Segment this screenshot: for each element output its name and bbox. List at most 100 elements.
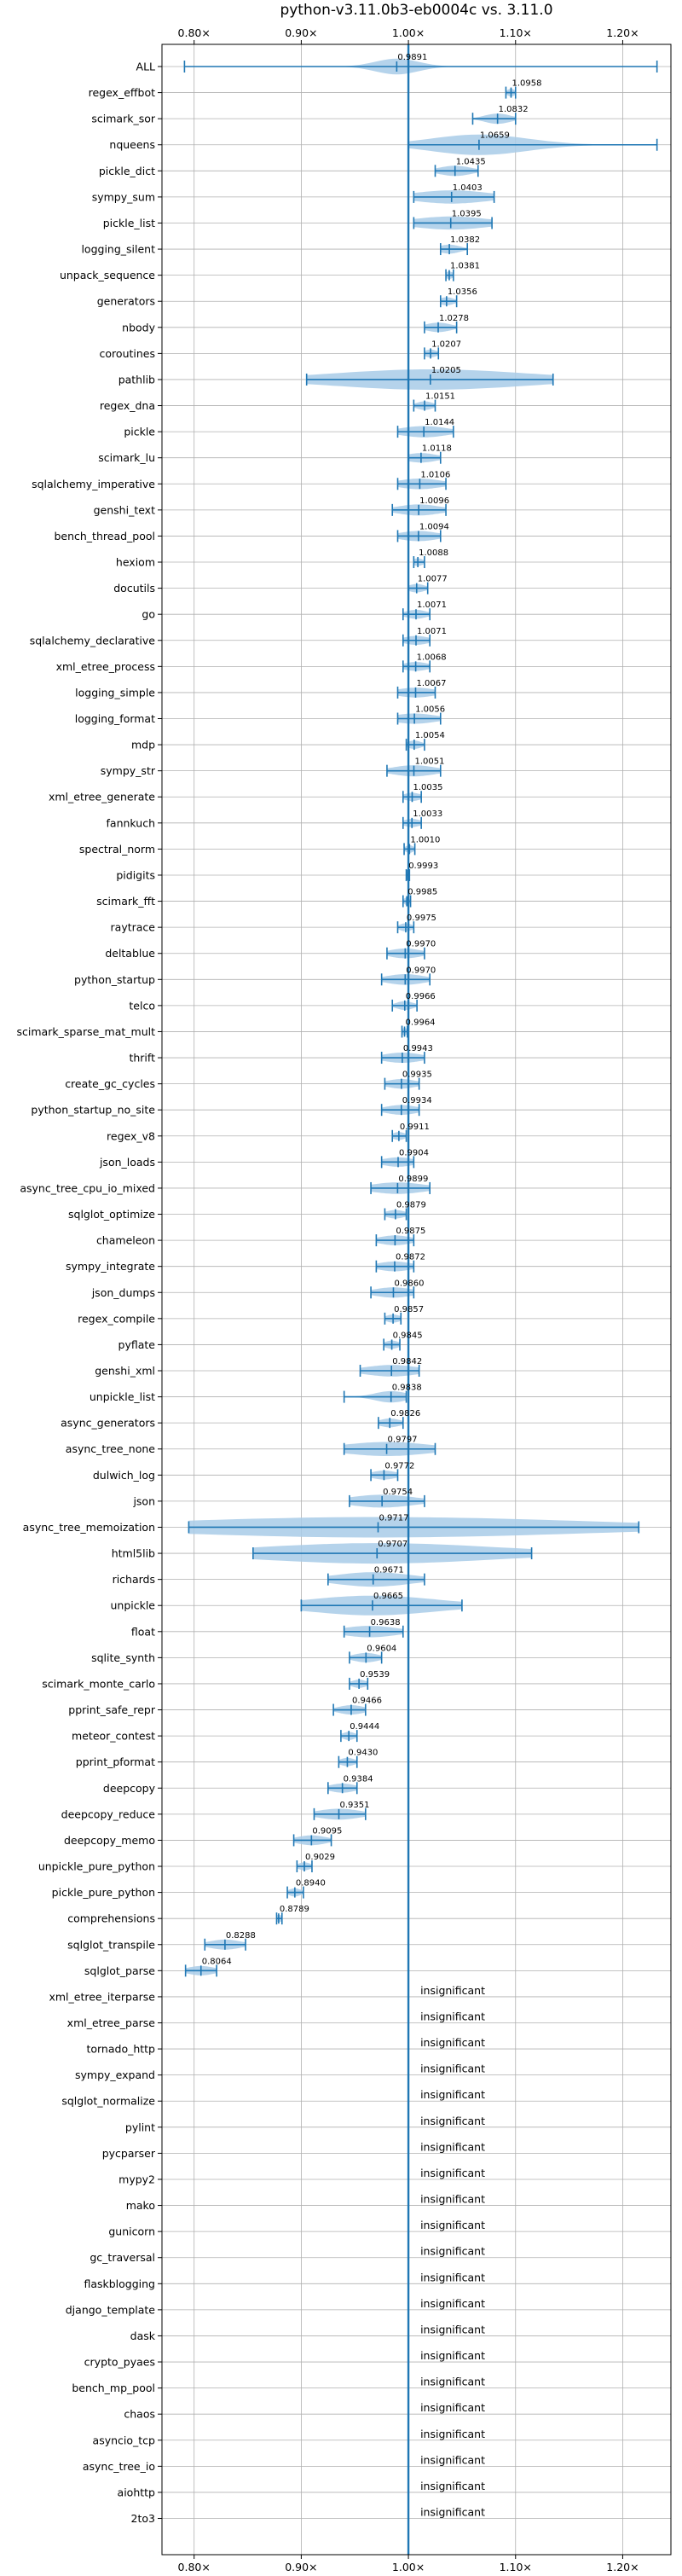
plot-frame bbox=[161, 44, 672, 2556]
value-label: 1.0144 bbox=[425, 418, 454, 427]
value-label: 1.0094 bbox=[419, 522, 449, 531]
value-label: 0.9539 bbox=[360, 1670, 390, 1680]
insignificant-label: insignificant bbox=[420, 2453, 485, 2466]
value-label: 0.8288 bbox=[226, 1931, 256, 1941]
value-label: 1.0381 bbox=[450, 262, 480, 271]
insignificant-label: insignificant bbox=[420, 2010, 485, 2023]
value-label: 0.9707 bbox=[378, 1540, 407, 1549]
value-label: 0.9638 bbox=[371, 1618, 401, 1627]
insignificant-label: insignificant bbox=[420, 2297, 485, 2310]
benchmark-label: async_tree_none bbox=[66, 1442, 156, 1455]
value-label: 0.9860 bbox=[394, 1279, 424, 1288]
benchmark-label: sqlglot_transpile bbox=[67, 1938, 155, 1951]
insignificant-label: insignificant bbox=[420, 2245, 485, 2258]
value-label: 0.9966 bbox=[406, 992, 436, 1001]
label-layer: 0.9891 1.0958 1.0832 1.0659 1.0435 1.0403 1.03… bbox=[202, 53, 542, 2519]
benchmark-label: coroutines bbox=[100, 347, 155, 360]
benchmark-label: unpickle_list bbox=[90, 1390, 155, 1403]
benchmark-label: hexiom bbox=[116, 556, 155, 569]
benchmark-label: pidigits bbox=[116, 868, 155, 881]
insignificant-label: insignificant bbox=[420, 2088, 485, 2101]
benchmark-label: sympy_integrate bbox=[66, 1260, 155, 1273]
benchmark-label: pathlib bbox=[118, 373, 155, 386]
insignificant-label: insignificant bbox=[420, 2506, 485, 2519]
benchmark-label: pprint_safe_repr bbox=[68, 1703, 156, 1716]
benchmark-label: flaskblogging bbox=[84, 2277, 155, 2290]
insignificant-label: insignificant bbox=[420, 2167, 485, 2179]
value-label: 0.9985 bbox=[407, 888, 437, 897]
value-label: 1.0395 bbox=[452, 209, 482, 218]
benchmark-label: xml_etree_parse bbox=[67, 2016, 156, 2029]
value-label: 1.0077 bbox=[418, 575, 448, 584]
benchmark-label: json_loads bbox=[99, 1156, 155, 1169]
benchmark-label: richards bbox=[113, 1573, 155, 1586]
benchmark-label: deepcopy_memo bbox=[64, 1834, 155, 1847]
value-label: 0.9872 bbox=[396, 1253, 425, 1262]
benchmark-label: sqlglot_normalize bbox=[61, 2095, 155, 2108]
benchmark-label: async_tree_cpu_io_mixed bbox=[20, 1181, 155, 1194]
benchmark-label: xml_etree_generate bbox=[49, 791, 155, 804]
benchmark-label: async_generators bbox=[61, 1417, 155, 1430]
benchmark-label: crypto_pyaes bbox=[84, 2356, 155, 2369]
benchmark-label: regex_effbot bbox=[89, 86, 155, 99]
benchmark-label: meteor_contest bbox=[72, 1730, 155, 1743]
value-label: 0.9970 bbox=[406, 966, 436, 975]
value-label: 1.0205 bbox=[431, 366, 461, 375]
value-label: 0.9838 bbox=[392, 1384, 422, 1393]
value-label: 0.8789 bbox=[280, 1905, 309, 1914]
insignificant-label: insignificant bbox=[420, 2193, 485, 2206]
value-label: 0.9970 bbox=[406, 940, 436, 949]
insignificant-label: insignificant bbox=[420, 2428, 485, 2440]
value-label: 0.9891 bbox=[397, 53, 427, 62]
value-label: 0.9444 bbox=[350, 1722, 379, 1732]
benchmark-label: raytrace bbox=[111, 921, 156, 934]
benchmark-label: genshi_text bbox=[94, 503, 155, 516]
benchmark-label: mako bbox=[126, 2199, 155, 2212]
x-tick-label-top: 1.10× bbox=[500, 26, 532, 39]
benchmark-label: xml_etree_process bbox=[56, 660, 155, 673]
value-label: 1.0403 bbox=[453, 183, 483, 193]
benchmark-label: regex_dna bbox=[100, 399, 155, 412]
benchmark-label: deepcopy bbox=[103, 1782, 156, 1795]
x-tick-label-bottom: 1.10× bbox=[500, 2561, 532, 2573]
benchmark-label: python_startup_no_site bbox=[31, 1104, 155, 1117]
x-tick-label-bottom: 1.20× bbox=[606, 2561, 639, 2573]
benchmark-label: sqlglot_optimize bbox=[68, 1208, 155, 1221]
value-label: 0.8940 bbox=[296, 1879, 326, 1888]
value-label: 1.0071 bbox=[417, 627, 447, 636]
value-label: 0.9975 bbox=[407, 914, 436, 923]
benchmark-label: asyncio_tcp bbox=[93, 2434, 156, 2446]
x-tick-label-bottom: 1.00× bbox=[392, 2561, 425, 2573]
x-tick-label-bottom: 0.90× bbox=[285, 2561, 317, 2573]
value-label: 1.0151 bbox=[425, 392, 455, 402]
value-label: 1.0118 bbox=[422, 444, 452, 454]
benchmark-label: create_gc_cycles bbox=[65, 1077, 155, 1090]
value-label: 1.0071 bbox=[417, 600, 447, 610]
benchmark-label: mypy2 bbox=[118, 2173, 155, 2185]
value-label: 0.9384 bbox=[344, 1774, 373, 1784]
benchmark-label: gc_traversal bbox=[90, 2251, 155, 2264]
value-label: 1.0054 bbox=[415, 731, 445, 740]
insignificant-label: insignificant bbox=[420, 2219, 485, 2231]
benchmark-label: go bbox=[142, 608, 155, 621]
value-label: 0.8064 bbox=[202, 1957, 232, 1966]
benchmark-label: pickle_pure_python bbox=[52, 1886, 155, 1899]
value-label: 1.0010 bbox=[410, 835, 440, 844]
grid-layer bbox=[162, 44, 671, 2555]
tick-layer: 0.80× 0.80× 0.90× 0.90× 1.00× 1.00× 1.10× 1.10×… bbox=[17, 26, 639, 2573]
benchmark-label: spectral_norm bbox=[79, 843, 155, 856]
benchmark-label: xml_etree_iterparse bbox=[49, 1990, 155, 2003]
benchmark-label: logging_simple bbox=[75, 686, 155, 699]
value-label: 1.0278 bbox=[439, 314, 469, 323]
value-label: 0.9842 bbox=[392, 1357, 422, 1366]
value-label: 0.9772 bbox=[384, 1461, 414, 1471]
value-label: 0.9826 bbox=[390, 1409, 420, 1419]
benchmark-label: fannkuch bbox=[107, 816, 155, 829]
benchmark-label: bench_mp_pool bbox=[72, 2382, 155, 2394]
value-label: 1.0958 bbox=[512, 79, 541, 89]
benchmark-label: sqlglot_parse bbox=[84, 1964, 155, 1977]
benchmark-label: scimark_fft bbox=[96, 895, 155, 908]
benchmark-label: dulwich_log bbox=[93, 1469, 155, 1482]
benchmark-label: ALL bbox=[136, 61, 156, 73]
benchmark-label: nqueens bbox=[109, 138, 155, 151]
